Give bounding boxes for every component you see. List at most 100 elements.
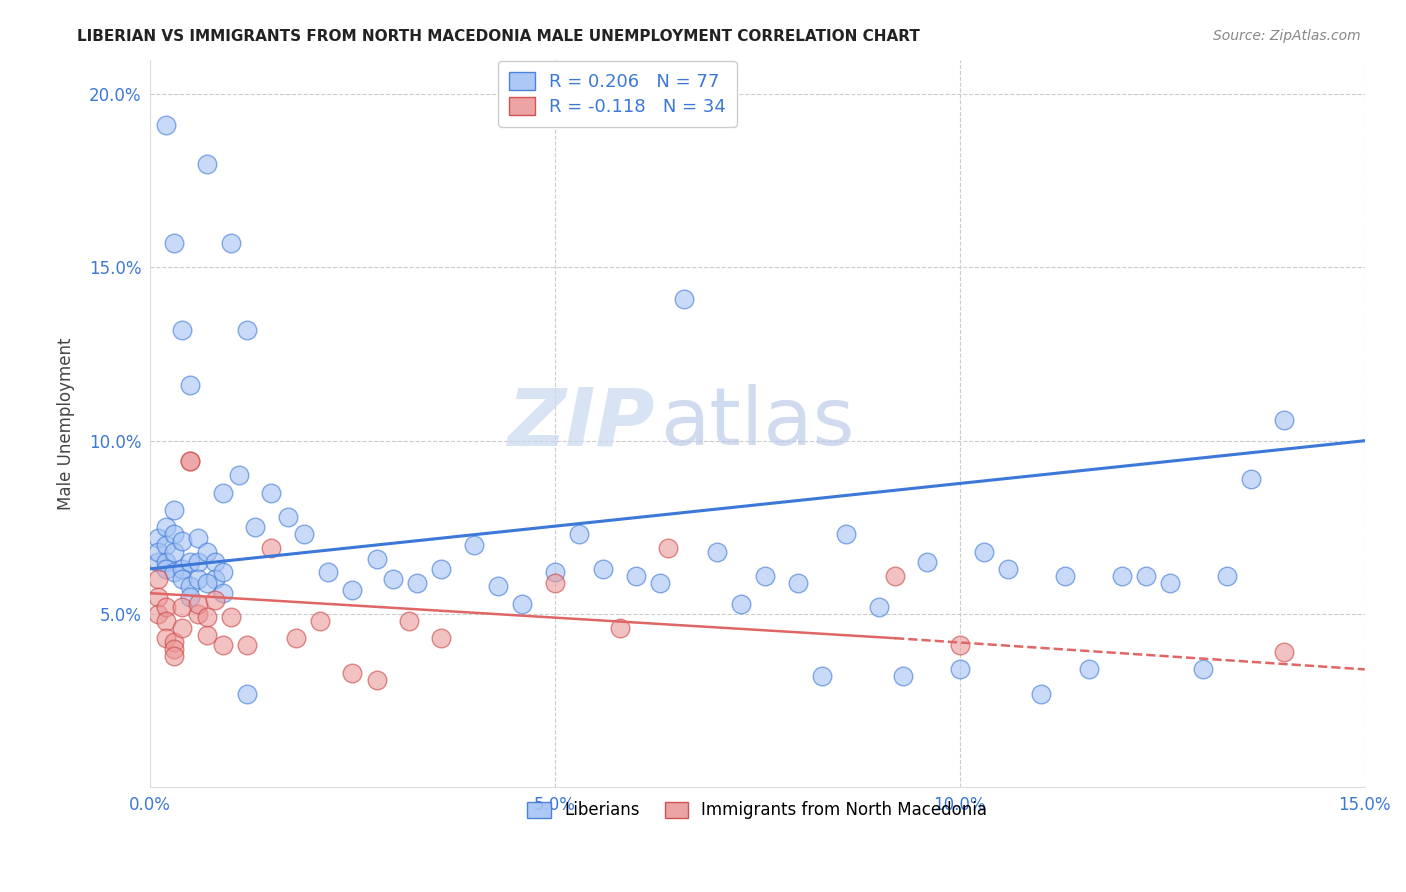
Point: [1240, 472, 1263, 486]
Point: [204, 555, 226, 569]
Point: [811, 669, 834, 683]
Point: [917, 555, 939, 569]
Point: [172, 600, 194, 615]
Point: [997, 562, 1019, 576]
Point: [172, 323, 194, 337]
Point: [624, 569, 647, 583]
Point: [512, 597, 534, 611]
Point: [211, 638, 233, 652]
Point: [406, 575, 429, 590]
Point: [1054, 569, 1077, 583]
Point: [245, 520, 267, 534]
Point: [211, 485, 233, 500]
Point: [228, 468, 250, 483]
Point: [673, 292, 696, 306]
Point: [568, 527, 591, 541]
Point: [211, 566, 233, 580]
Point: [1159, 575, 1181, 590]
Point: [195, 544, 218, 558]
Point: [430, 631, 453, 645]
Point: [398, 614, 420, 628]
Point: [195, 575, 218, 590]
Point: [155, 562, 177, 576]
Point: [195, 628, 218, 642]
Point: [204, 593, 226, 607]
Point: [163, 641, 186, 656]
Point: [163, 544, 186, 558]
Text: LIBERIAN VS IMMIGRANTS FROM NORTH MACEDONIA MALE UNEMPLOYMENT CORRELATION CHART: LIBERIAN VS IMMIGRANTS FROM NORTH MACEDO…: [77, 29, 920, 45]
Point: [155, 119, 177, 133]
Point: [236, 687, 259, 701]
Point: [146, 544, 169, 558]
Point: [236, 323, 259, 337]
Point: [1029, 687, 1052, 701]
Point: [1191, 662, 1213, 676]
Point: [868, 600, 890, 615]
Text: atlas: atlas: [661, 384, 855, 462]
Point: [155, 614, 177, 628]
Point: [155, 600, 177, 615]
Point: [163, 648, 186, 663]
Point: [163, 503, 186, 517]
Point: [706, 544, 728, 558]
Point: [179, 454, 201, 468]
Point: [1078, 662, 1101, 676]
Point: [277, 510, 299, 524]
Point: [786, 575, 808, 590]
Point: [146, 607, 169, 621]
Point: [187, 607, 209, 621]
Point: [163, 634, 186, 648]
Text: ZIP: ZIP: [506, 384, 654, 462]
Point: [342, 665, 364, 680]
Point: [430, 562, 453, 576]
Point: [284, 631, 307, 645]
Point: [544, 566, 567, 580]
Point: [236, 638, 259, 652]
Point: [172, 572, 194, 586]
Point: [146, 590, 169, 604]
Legend: Liberians, Immigrants from North Macedonia: Liberians, Immigrants from North Macedon…: [520, 795, 994, 826]
Point: [219, 610, 242, 624]
Point: [316, 566, 339, 580]
Point: [146, 555, 169, 569]
Point: [187, 597, 209, 611]
Point: [163, 527, 186, 541]
Point: [219, 236, 242, 251]
Point: [366, 551, 388, 566]
Point: [195, 610, 218, 624]
Point: [187, 531, 209, 545]
Point: [146, 572, 169, 586]
Point: [195, 156, 218, 170]
Point: [1111, 569, 1133, 583]
Point: [163, 566, 186, 580]
Point: [146, 531, 169, 545]
Point: [155, 555, 177, 569]
Point: [342, 582, 364, 597]
Point: [486, 579, 509, 593]
Y-axis label: Male Unemployment: Male Unemployment: [58, 337, 75, 509]
Point: [884, 569, 907, 583]
Point: [657, 541, 679, 555]
Point: [172, 534, 194, 549]
Point: [187, 555, 209, 569]
Point: [1272, 645, 1295, 659]
Point: [204, 572, 226, 586]
Point: [172, 562, 194, 576]
Point: [179, 454, 201, 468]
Point: [949, 638, 972, 652]
Point: [211, 586, 233, 600]
Point: [179, 579, 201, 593]
Point: [187, 572, 209, 586]
Point: [309, 614, 332, 628]
Point: [155, 538, 177, 552]
Point: [730, 597, 752, 611]
Text: Source: ZipAtlas.com: Source: ZipAtlas.com: [1213, 29, 1361, 44]
Point: [172, 621, 194, 635]
Point: [179, 590, 201, 604]
Point: [463, 538, 485, 552]
Point: [155, 520, 177, 534]
Point: [609, 621, 631, 635]
Point: [163, 236, 186, 251]
Point: [949, 662, 972, 676]
Point: [544, 575, 567, 590]
